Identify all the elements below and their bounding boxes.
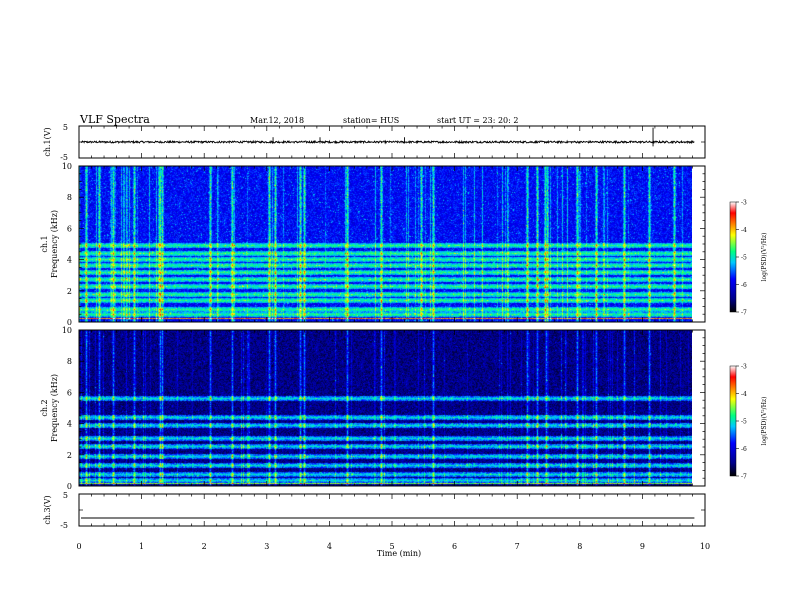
ch1-spectrogram-ytick-label: 0 xyxy=(67,318,72,327)
ch2-spectrogram-ytick-label: 6 xyxy=(67,388,72,397)
colorbar-ch1-label: log(PSD)(V²/Hz) xyxy=(761,233,768,282)
colorbar-ch2: -3 -4 -5 -6 -7 log(PSD)(V²/Hz) xyxy=(729,364,768,481)
ch1-spectrogram-ylabel-2: Frequency (kHz) xyxy=(50,210,59,278)
ch1-waveform-trace xyxy=(80,139,695,145)
colorbar-ch2-tick-label: -3 xyxy=(741,364,747,371)
start-time-label: start UT = 23: 20: 2 xyxy=(437,116,518,125)
x-tick-marks xyxy=(78,126,706,526)
ch1-spectrogram-image xyxy=(79,166,692,322)
ch3-waveform-ylabel: ch.3(V) xyxy=(43,495,52,524)
colorbar-ch2-tick-label: -4 xyxy=(741,391,747,398)
colorbar-ch1-tick-label: -4 xyxy=(741,227,747,234)
colorbar-ch2-tick-label: -5 xyxy=(741,419,747,426)
ch1-waveform-ylabel: ch.1(V) xyxy=(43,127,52,156)
ch3-ytick-5: 5 xyxy=(63,491,68,500)
colorbar-ch1-tick-label: -7 xyxy=(741,310,747,317)
ch1-spectrogram-ytick-label: 4 xyxy=(67,256,72,265)
ch2-spectrogram-ylabel-2: Frequency (kHz) xyxy=(50,374,59,442)
ch2-spectrogram-ytick-label: 4 xyxy=(67,420,72,429)
x-tick-label: 4 xyxy=(327,542,332,551)
colorbar-ch2-scale xyxy=(729,365,737,477)
ch3-waveform-panel: 5 -5 ch.3(V) xyxy=(43,491,706,530)
ch2-spectrogram-ytick-label: 10 xyxy=(62,326,72,335)
ch1-ytick-5: 5 xyxy=(63,123,68,132)
x-tick-label: 7 xyxy=(515,542,520,551)
ch1-ytick-neg5: -5 xyxy=(60,153,68,162)
x-tick-label: 5 xyxy=(389,542,394,551)
x-tick-label: 8 xyxy=(577,542,582,551)
ch2-spectrogram-image xyxy=(79,330,692,486)
ch1-spectrogram-ylabel-1: ch.1 xyxy=(40,235,49,252)
colorbar-ch1-tick-label: -3 xyxy=(741,200,747,207)
colorbar-ch2-tick-label: -6 xyxy=(741,446,747,453)
ch1-spectrogram-panel: 0 2 4 6 8 10 ch.1 Frequency (kHz) xyxy=(40,162,706,327)
ch2-spectrogram-ytick-label: 8 xyxy=(67,357,72,366)
x-tick-label: 6 xyxy=(452,542,457,551)
colorbar-ch2-tick-label: -7 xyxy=(741,474,747,481)
ch2-spectrogram-ytick-label: 2 xyxy=(67,451,72,460)
colorbar-ch1: -3 -4 -5 -6 -7 log(PSD)(V²/Hz) xyxy=(729,200,768,317)
figure-title: VLF Spectra xyxy=(79,113,150,126)
x-tick-label: 2 xyxy=(202,542,207,551)
colorbar-ch1-tick-label: -6 xyxy=(741,282,747,289)
ch1-spectrogram-ytick-label: 6 xyxy=(67,224,72,233)
ch1-spectrogram-ytick-label: 8 xyxy=(67,193,72,202)
ch3-ytick-neg5: -5 xyxy=(60,521,68,530)
ch2-spectrogram-panel: 0 2 4 6 8 10 ch.2 Frequency (kHz) xyxy=(40,326,706,491)
x-axis-label: Time (min) xyxy=(377,549,421,558)
date-label: Mar.12, 2018 xyxy=(250,116,304,125)
colorbar-ch1-scale xyxy=(729,201,737,313)
ch2-spectrogram-ytick-label: 0 xyxy=(67,482,72,491)
x-tick-label: 1 xyxy=(139,542,144,551)
x-tick-label: 0 xyxy=(76,542,81,551)
x-tick-labels: 0 1 2 3 4 5 6 7 8 9 10 xyxy=(76,542,710,551)
x-tick-label: 9 xyxy=(640,542,645,551)
x-tick-label: 10 xyxy=(700,542,710,551)
colorbar-ch2-label: log(PSD)(V²/Hz) xyxy=(761,397,768,446)
colorbar-ch1-tick-label: -5 xyxy=(741,255,747,262)
station-label: station= HUS xyxy=(343,116,399,125)
ch1-spectrogram-ytick-label: 10 xyxy=(62,162,72,171)
ch2-spectrogram-ylabel-1: ch.2 xyxy=(40,399,49,416)
x-tick-label: 3 xyxy=(264,542,269,551)
ch1-spectrogram-ytick-label: 2 xyxy=(67,287,72,296)
ch1-waveform-panel: 5 -5 ch.1(V) xyxy=(43,123,706,162)
